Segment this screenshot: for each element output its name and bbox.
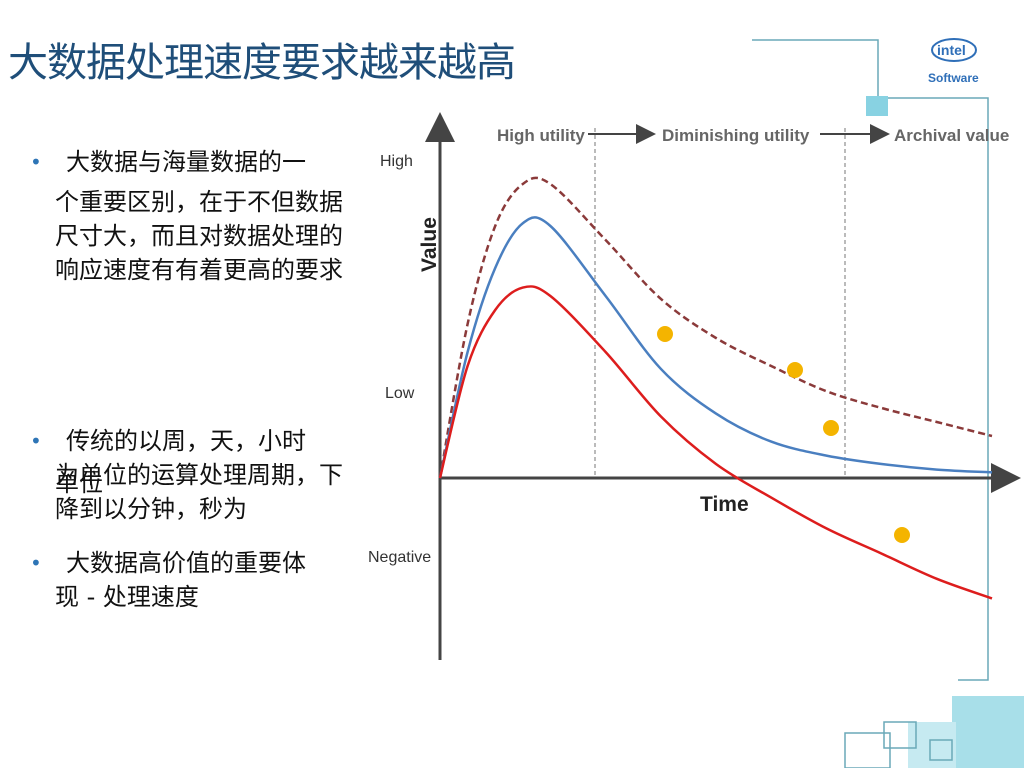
x-axis-label: Time xyxy=(700,493,749,516)
phase-label-diminishing: Diminishing utility xyxy=(662,126,810,145)
y-tick-high: High xyxy=(380,153,413,170)
logo-brand: intel xyxy=(937,42,966,58)
red-value-curve xyxy=(438,285,993,600)
bullet-dot: • xyxy=(30,150,42,174)
dashed-value-curve xyxy=(438,176,993,479)
marker-dot xyxy=(787,362,803,378)
intel-logo: intel Software xyxy=(928,38,979,85)
phase-label-archival: Archival value xyxy=(894,126,1009,145)
y-tick-negative: Negative xyxy=(368,549,431,566)
bullet-3-text: 现 - 处理速度 xyxy=(55,583,199,611)
blue-value-curve xyxy=(438,216,993,479)
bullet-1-text: 个重要区别，在于不但数据尺寸大，而且对数据处理的响应速度有有着更高的要求 xyxy=(55,188,343,284)
phase-label-high: High utility xyxy=(497,126,585,145)
marker-dot xyxy=(657,326,673,342)
y-tick-low: Low xyxy=(385,385,415,402)
bullet-dot: • xyxy=(30,429,42,453)
bullet-2-line1: 传统的以周，天，小时 xyxy=(66,427,306,455)
bullet-3-line1: 大数据高价值的重要体 xyxy=(66,549,306,577)
bullet-dot: • xyxy=(30,551,42,575)
y-axis-label: Value xyxy=(418,217,441,272)
bullet-2-overlap: 单位 xyxy=(55,469,103,497)
slide-title: 大数据处理速度要求越来越高 xyxy=(8,40,516,86)
bullet-2-text: 为单位的运算处理周期，下降到以分钟，秒为 xyxy=(55,461,343,523)
logo-product: Software xyxy=(928,71,979,85)
marker-dot xyxy=(894,527,910,543)
bullet-1-line1: 大数据与海量数据的一 xyxy=(66,148,306,176)
marker-dot xyxy=(823,420,839,436)
